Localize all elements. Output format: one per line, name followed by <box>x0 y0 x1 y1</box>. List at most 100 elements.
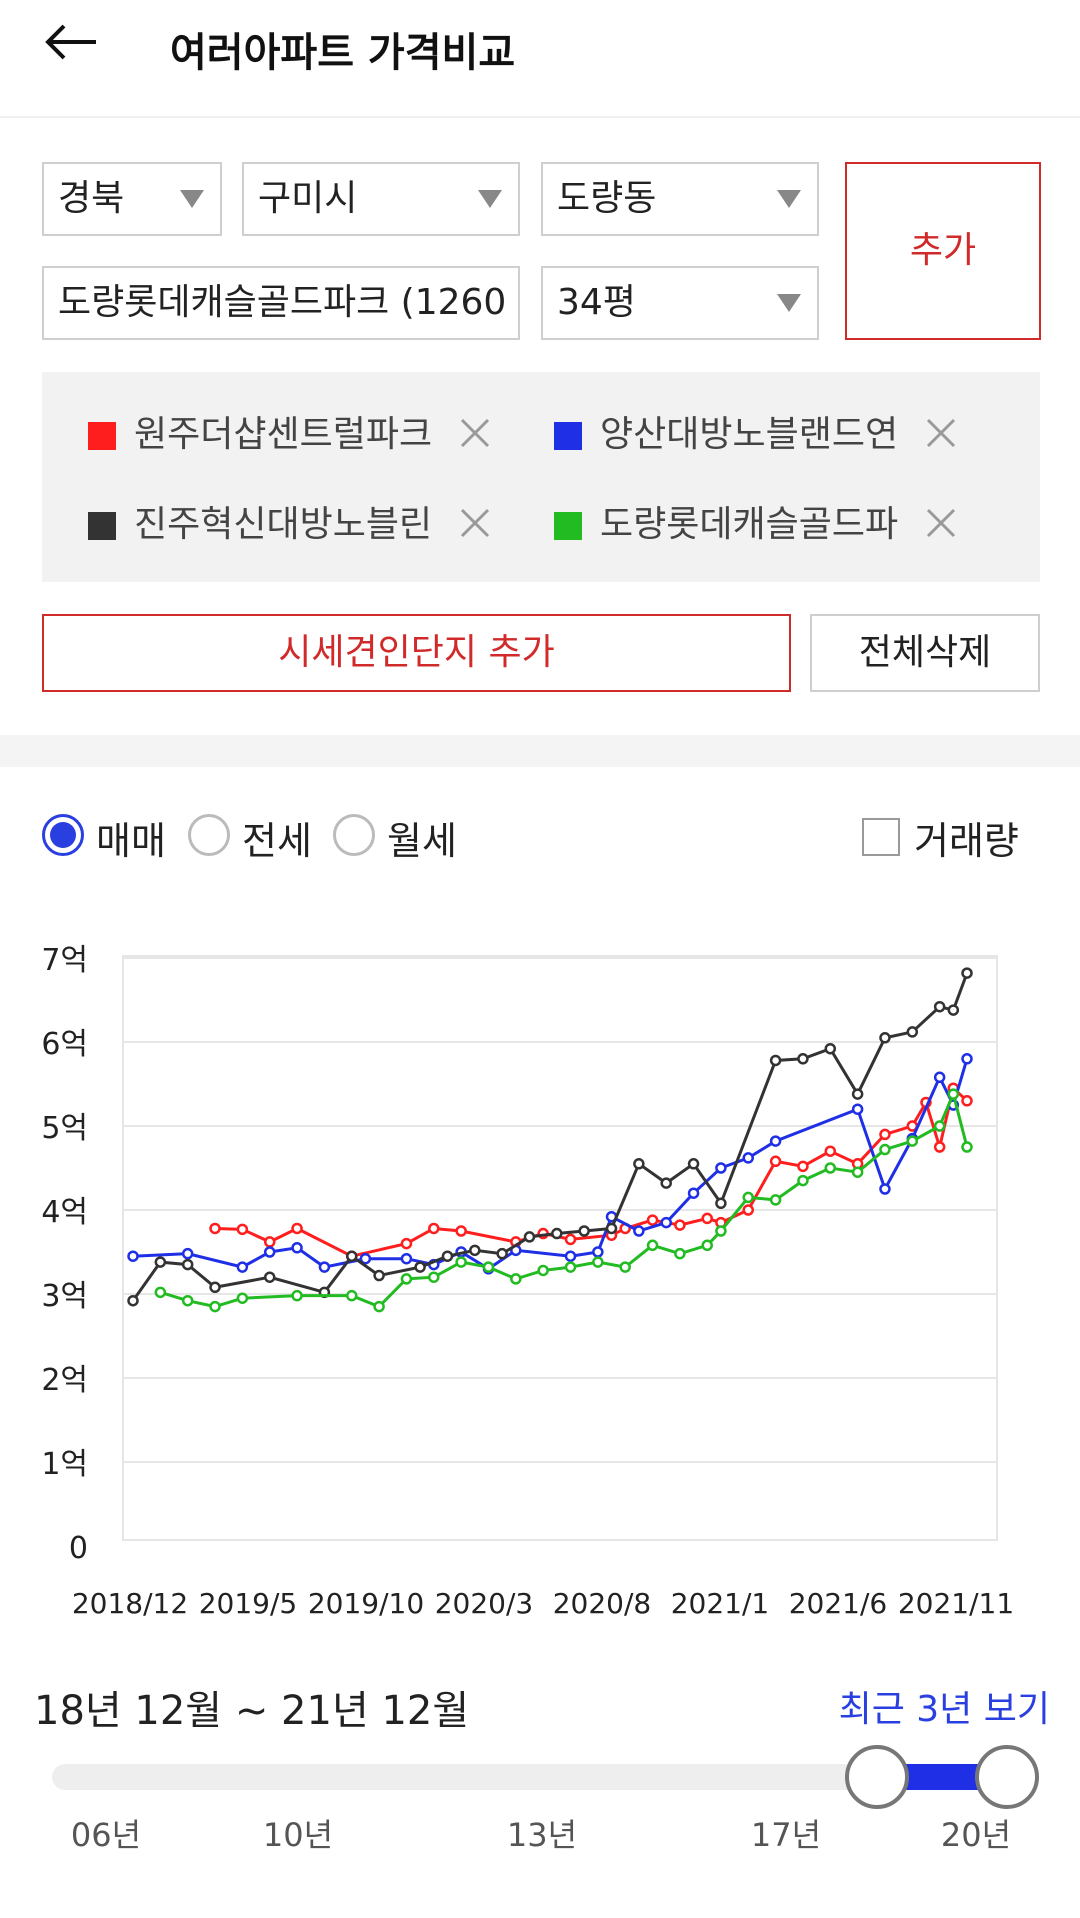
data-point <box>236 1223 249 1236</box>
data-point <box>633 1225 645 1237</box>
delete-all-button[interactable]: 전체삭제 <box>810 614 1040 692</box>
data-point <box>236 1261 249 1273</box>
compare-list: 원주더샵센트럴파크 양산대방노블랜드연 진주혁신대방노블린 도량롯데캐슬골드파 <box>42 372 1040 582</box>
radio-label: 전세 <box>242 819 312 863</box>
chevron-down-icon <box>478 190 502 208</box>
series-line <box>131 972 969 1302</box>
volume-label: 거래량 <box>914 819 1019 863</box>
radio-label: 월세 <box>387 819 457 863</box>
compare-item-label: 양산대방노블랜드연 <box>600 414 899 455</box>
data-point <box>455 1256 467 1268</box>
close-icon[interactable] <box>922 414 960 452</box>
data-point <box>879 1183 891 1195</box>
complex-value: 도량롯데캐슬골드파크 (1260 <box>58 282 507 323</box>
data-point <box>961 967 973 979</box>
series-line <box>159 1089 969 1309</box>
range-start-handle[interactable] <box>845 1745 909 1809</box>
year-label: 20년 <box>940 1816 1012 1854</box>
data-point <box>851 1103 864 1115</box>
data-point <box>414 1261 426 1273</box>
chevron-down-icon <box>777 190 801 208</box>
data-point <box>263 1271 276 1283</box>
compare-item-label: 도량롯데캐슬골드파 <box>600 504 899 545</box>
app-header: 여러아파트 가격비교 <box>0 0 1080 118</box>
data-point <box>127 1250 139 1262</box>
complex-select[interactable]: 도량롯데캐슬골드파크 (1260 <box>42 266 520 340</box>
data-point <box>660 1177 672 1189</box>
data-point <box>537 1264 549 1277</box>
radio-selected-icon <box>42 814 84 856</box>
data-point <box>769 1155 782 1168</box>
data-point <box>592 1256 604 1268</box>
y-tick-label: 6억 <box>41 1027 88 1062</box>
data-point <box>961 1053 973 1065</box>
y-tick-label: 0 <box>69 1531 88 1566</box>
close-icon[interactable] <box>456 414 494 452</box>
y-tick-label: 5억 <box>41 1111 88 1146</box>
data-point <box>236 1292 249 1304</box>
data-point <box>701 1239 713 1252</box>
color-swatch <box>88 422 116 450</box>
radio-icon <box>333 814 375 856</box>
data-point <box>769 1135 782 1147</box>
radio-icon <box>188 814 230 856</box>
close-icon[interactable] <box>922 504 960 542</box>
recent-3-years-link[interactable]: 최근 3년 보기 <box>838 1689 1050 1730</box>
data-point <box>373 1300 385 1313</box>
data-point <box>263 1246 276 1258</box>
size-select[interactable]: 34평 <box>541 266 819 340</box>
data-point <box>154 1286 167 1299</box>
data-point <box>510 1273 522 1285</box>
data-point <box>127 1294 139 1307</box>
data-point <box>154 1256 167 1268</box>
data-point <box>906 1135 919 1147</box>
data-point <box>209 1281 221 1294</box>
data-point <box>933 1120 946 1132</box>
range-end-handle[interactable] <box>975 1745 1039 1809</box>
plot-frame <box>122 955 998 1541</box>
province-select[interactable]: 경북 <box>42 162 222 236</box>
volume-checkbox[interactable] <box>862 818 900 856</box>
data-point <box>551 1227 563 1240</box>
close-icon[interactable] <box>456 504 494 542</box>
data-point <box>701 1212 713 1225</box>
data-point <box>797 1053 809 1065</box>
data-point <box>564 1233 577 1246</box>
date-range: 18년 12월 ~ 21년 12월 <box>34 1688 470 1734</box>
data-point <box>564 1261 577 1273</box>
dong-select[interactable]: 도량동 <box>541 162 819 236</box>
data-point <box>879 1128 891 1141</box>
year-label: 06년 <box>70 1816 142 1854</box>
data-point <box>769 1054 782 1067</box>
year-label: 13년 <box>506 1816 578 1854</box>
data-point <box>947 1088 960 1100</box>
data-point <box>824 1145 837 1157</box>
data-point <box>209 1222 221 1235</box>
data-point <box>523 1231 536 1243</box>
data-point <box>181 1294 194 1307</box>
color-swatch <box>88 512 116 540</box>
data-point <box>879 1143 891 1156</box>
data-point <box>851 1088 864 1100</box>
city-select[interactable]: 구미시 <box>242 162 520 236</box>
x-tick-label: 2021/6 <box>789 1587 888 1620</box>
add-button[interactable]: 추가 <box>845 162 1041 340</box>
data-point <box>455 1225 467 1237</box>
data-point <box>933 1141 946 1153</box>
data-point <box>674 1247 686 1260</box>
data-point <box>592 1246 604 1258</box>
data-point <box>400 1252 413 1265</box>
data-point <box>646 1239 659 1252</box>
add-similar-button[interactable]: 시세견인단지 추가 <box>42 614 791 692</box>
arrow-left-icon[interactable] <box>44 18 104 78</box>
data-point <box>469 1244 481 1257</box>
data-point <box>209 1300 221 1313</box>
data-point <box>400 1273 413 1285</box>
data-point <box>947 1004 960 1016</box>
data-point <box>359 1252 372 1265</box>
chevron-down-icon <box>180 190 204 208</box>
data-point <box>482 1261 495 1273</box>
data-point <box>824 1162 837 1174</box>
x-tick-label: 2020/3 <box>435 1587 534 1620</box>
data-point <box>373 1269 385 1282</box>
